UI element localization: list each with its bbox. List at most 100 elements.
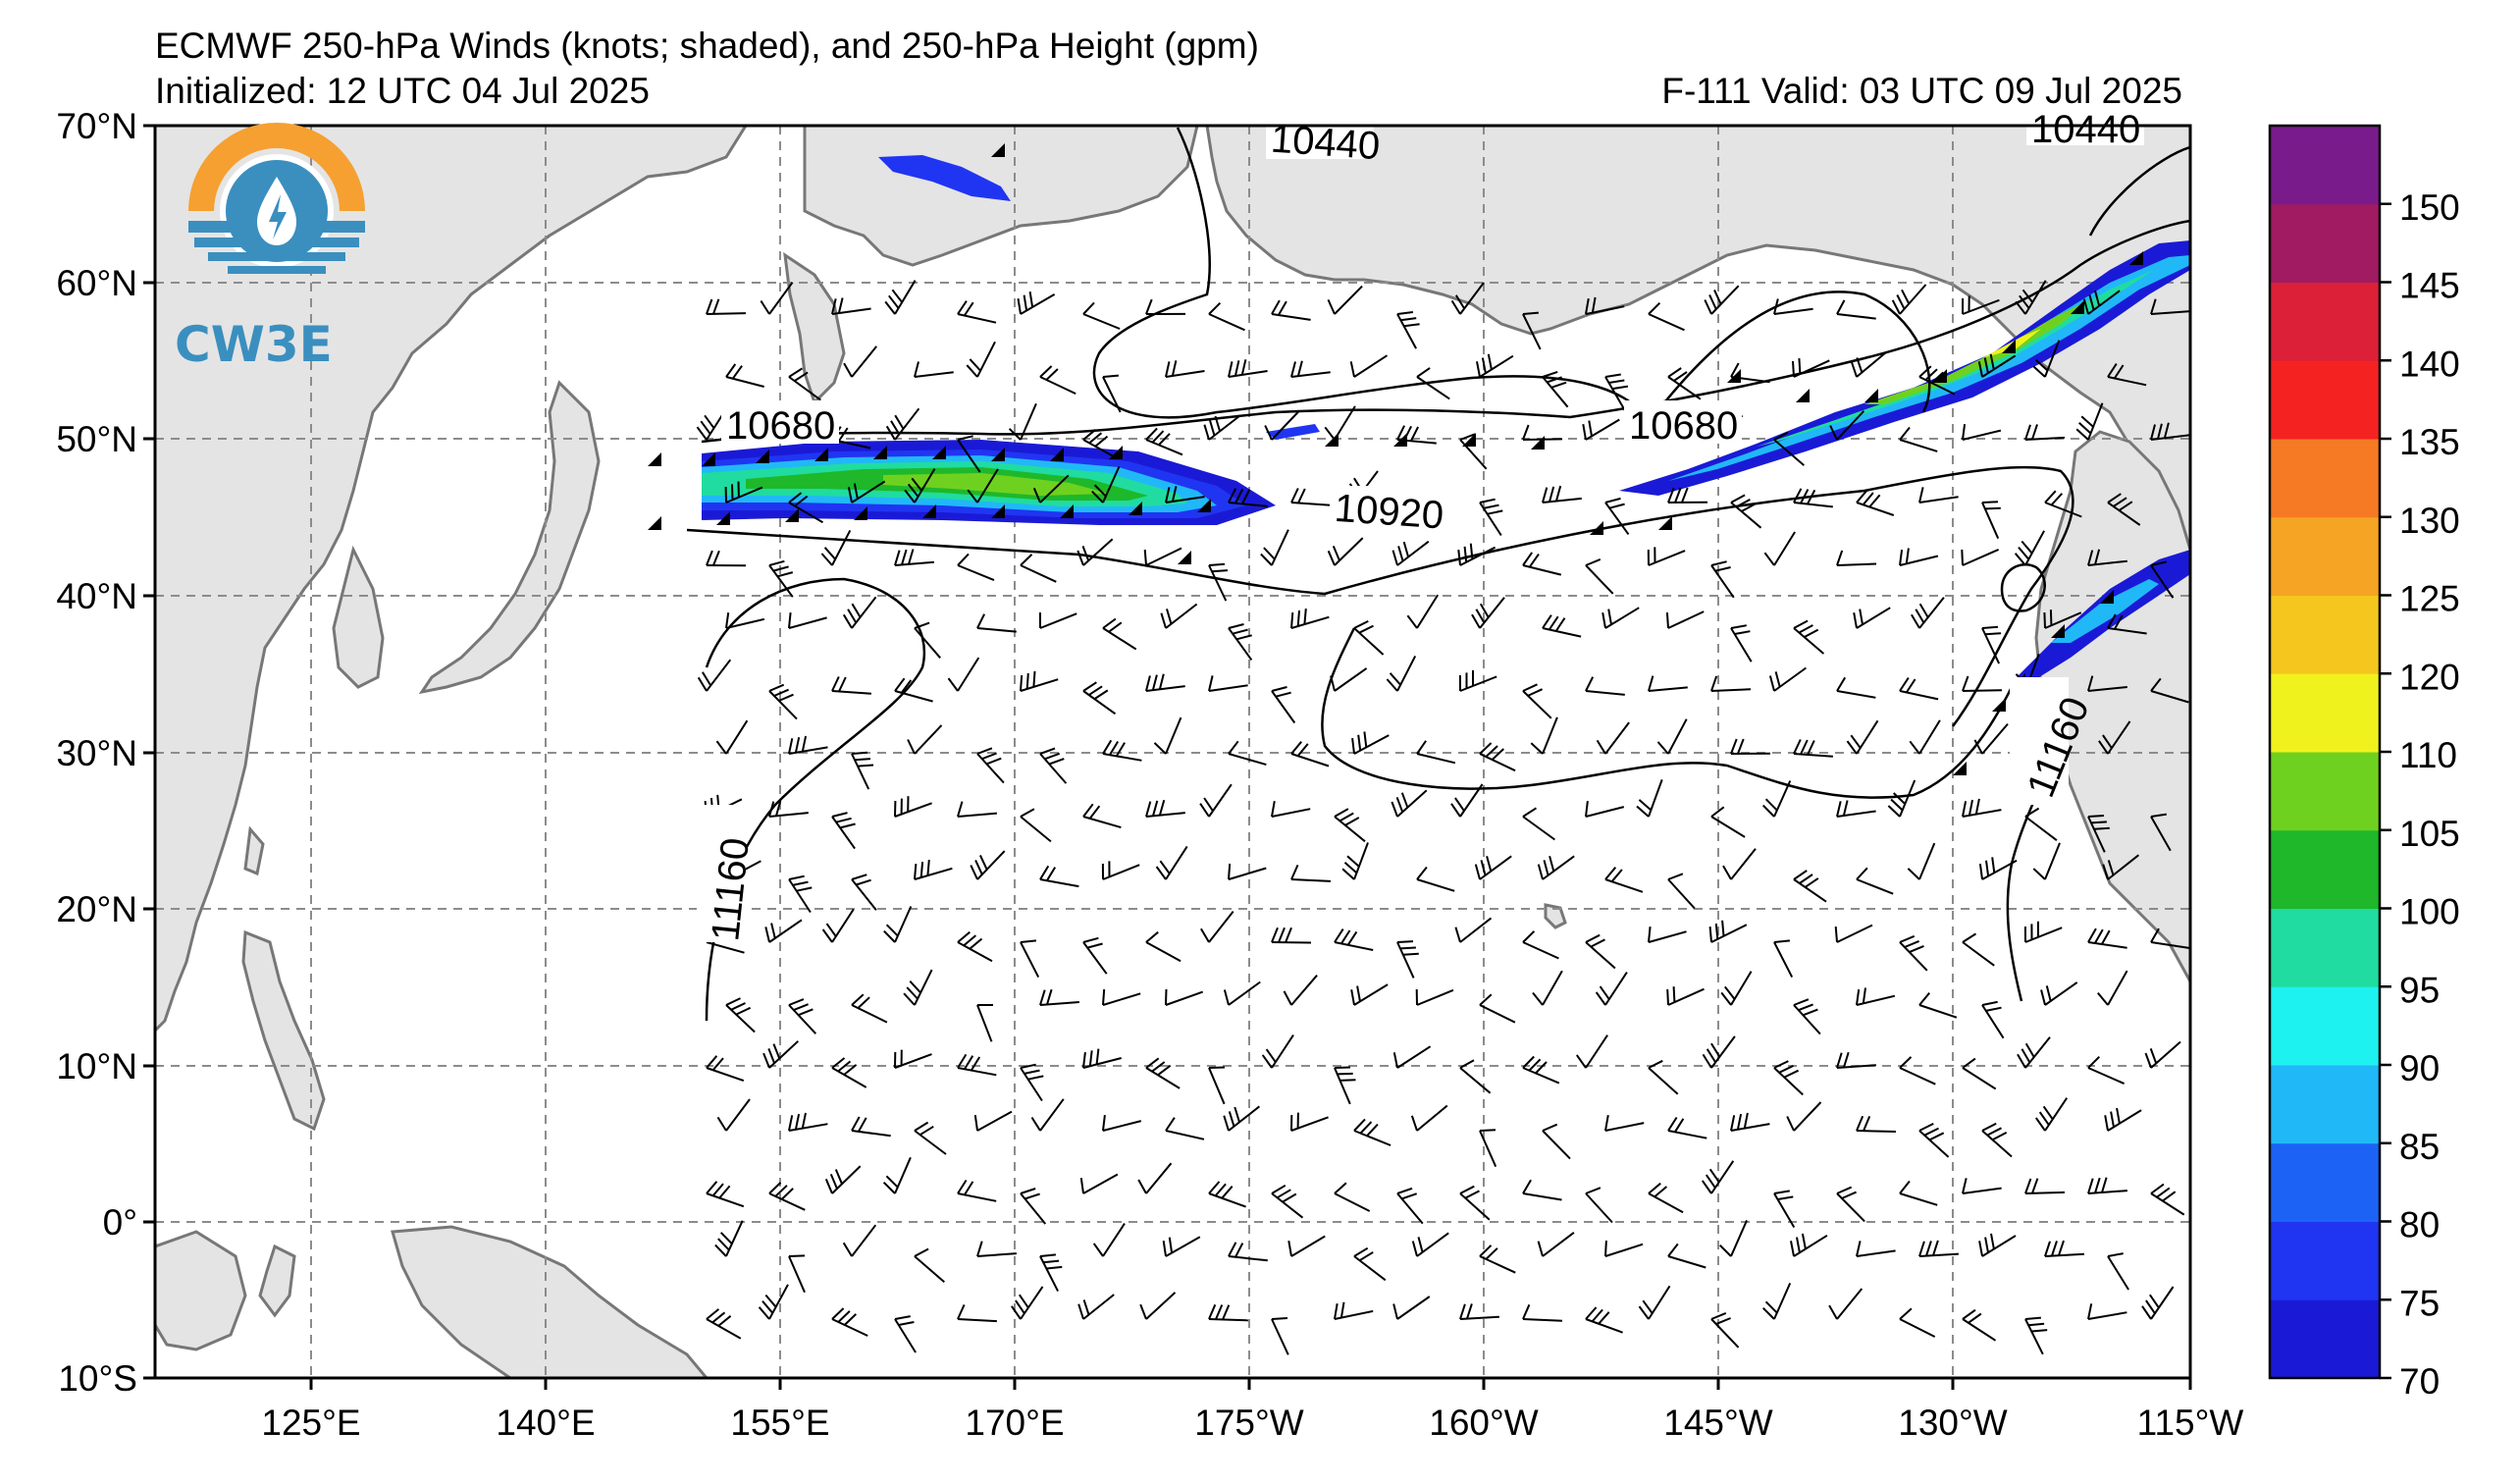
wind-barb-feather: [1923, 1127, 1939, 1137]
wind-barb-feather: [1290, 864, 1299, 880]
wind-barb: [1899, 555, 1939, 566]
wind-barb-feather: [963, 301, 974, 317]
wind-barb-feather: [1856, 1115, 1864, 1132]
wind-barb-feather: [914, 864, 918, 880]
lat-label: 40°N: [56, 576, 137, 616]
wind-barb-feather: [768, 559, 785, 566]
wind-barb-feather: [1082, 301, 1095, 315]
wind-barb-feather: [1986, 1127, 2002, 1137]
wind-barb: [2024, 436, 2065, 441]
wind-barb: [1459, 675, 1497, 692]
wind-barb-feather: [2031, 1178, 2039, 1194]
wind-barb-feather: [2024, 1316, 2041, 1320]
wind-barb: [1604, 721, 1630, 755]
wind-barb-feather: [1228, 1242, 1237, 1257]
wind-barb: [1082, 1173, 1119, 1194]
colorbar-label: 80: [2399, 1205, 2440, 1245]
wind-barb-feather: [885, 1175, 899, 1189]
wind-barb-feather: [1454, 927, 1461, 943]
wind-barb-feather: [1905, 548, 1910, 564]
wind-barb-feather: [1406, 614, 1418, 629]
wind-barb-feather: [1018, 1294, 1029, 1308]
wind-barb-feather: [1674, 487, 1682, 503]
wind-barb: [1165, 845, 1188, 880]
wind-barb: [894, 690, 933, 703]
wind-barb: [1165, 1236, 1201, 1257]
wind-barb: [768, 690, 798, 720]
cw3e-logo: CW3E: [175, 123, 365, 373]
wind-barb-feather: [1475, 609, 1486, 624]
wind-barb-feather: [1086, 942, 1103, 949]
wind-barb-feather: [1542, 1123, 1558, 1132]
wind-barb: [1522, 438, 1563, 441]
wind-barb-feather: [1918, 487, 1924, 503]
wind-barb-feather: [1928, 1132, 1945, 1141]
wind-barb-feather: [1542, 370, 1558, 378]
colorbar-segment: [2270, 1065, 2380, 1144]
wind-barb-feather: [761, 1300, 774, 1314]
wind-barb-feather: [1283, 990, 1292, 1006]
wind-barb: [2150, 816, 2172, 852]
wind-barb-feather: [1171, 360, 1178, 377]
wind-barb-feather: [1596, 739, 1606, 755]
wind-barb-feather: [1039, 865, 1050, 880]
wind-barb-feather: [1152, 800, 1159, 817]
wind-barb-feather: [2035, 358, 2049, 372]
wind-barb-feather: [2087, 1055, 2101, 1069]
wind-barb-feather: [1479, 1245, 1493, 1257]
wind-barb: [1334, 1309, 1374, 1320]
wind-barb: [1082, 439, 1119, 460]
wind-barb-feather: [788, 1115, 794, 1132]
wind-barb: [1459, 917, 1493, 943]
wind-barb-feather: [1351, 737, 1355, 755]
wind-barb-feather: [1353, 1246, 1369, 1257]
wind-barb: [1271, 1318, 1289, 1355]
wind-barb: [1271, 1034, 1294, 1069]
wind-barb-feather: [1554, 617, 1566, 632]
wind-barb-feather: [1485, 1247, 1498, 1260]
wind-barb: [1730, 1219, 1749, 1257]
wind-barb-feather: [1400, 792, 1409, 809]
wind-barb-feather: [1008, 428, 1022, 441]
wind-barb: [1522, 564, 1562, 576]
wind-barb-feather: [914, 1247, 929, 1257]
wind-barb-feather: [2018, 546, 2030, 560]
wind-barb-feather: [1391, 550, 1398, 566]
wind-barb: [1773, 531, 1796, 566]
wind-barb-feather: [2163, 422, 2170, 439]
wind-barb-feather: [1020, 554, 1033, 566]
wind-barb-feather: [1145, 801, 1152, 818]
wind-barb-feather: [1454, 294, 1466, 309]
wind-barb-feather: [1962, 1057, 1976, 1069]
wind-barb-feather: [1151, 1061, 1166, 1073]
wind-barb-feather: [2024, 807, 2040, 818]
wind-barb: [1271, 808, 1311, 818]
wind-barb-feather: [1088, 1050, 1093, 1067]
wind-barb: [1102, 466, 1121, 503]
wind-barb-feather: [1043, 1259, 1060, 1264]
wind-barb-feather: [1720, 991, 1732, 1006]
wind-barb: [1228, 980, 1261, 1006]
wind-barb-feather: [2078, 421, 2092, 435]
wind-barb-feather: [1158, 799, 1166, 816]
wind-barb: [1396, 1296, 1431, 1320]
wind-barb: [2107, 1255, 2129, 1291]
wind-barb: [1962, 689, 2003, 692]
wind-barb: [1082, 690, 1117, 715]
wind-barb-feather: [1359, 1121, 1373, 1135]
wind-barb-feather: [2110, 1111, 2115, 1128]
wind-barb-feather: [1918, 992, 1930, 1006]
wind-barb-feather: [2087, 675, 2094, 692]
wind-barb: [768, 564, 794, 598]
wind-barb-feather: [1773, 939, 1791, 943]
wind-barb-feather: [964, 1181, 974, 1195]
wind-barb: [725, 1098, 751, 1132]
wind-barb-feather: [1793, 870, 1808, 880]
wind-barb-feather: [777, 571, 794, 578]
wind-barb-feather: [829, 1174, 838, 1190]
wind-barb-feather: [1410, 1115, 1418, 1132]
wind-barb-feather: [796, 886, 813, 892]
wind-barb-feather: [1909, 944, 1924, 954]
wind-barb-feather: [1786, 1116, 1795, 1132]
wind-barb: [725, 376, 764, 388]
